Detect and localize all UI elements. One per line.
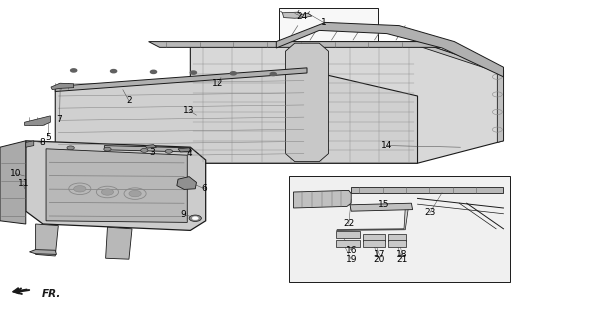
Polygon shape	[178, 148, 192, 152]
Text: 10: 10	[10, 169, 21, 178]
Circle shape	[141, 148, 148, 152]
Polygon shape	[279, 8, 378, 42]
Text: 16: 16	[346, 246, 357, 255]
Polygon shape	[36, 224, 58, 256]
Text: 18: 18	[397, 250, 408, 259]
Polygon shape	[190, 42, 503, 163]
Text: 21: 21	[397, 255, 408, 264]
Text: 19: 19	[346, 255, 357, 264]
Polygon shape	[26, 141, 206, 230]
Text: 14: 14	[381, 141, 392, 150]
Polygon shape	[413, 42, 503, 142]
Bar	[388, 234, 406, 241]
Polygon shape	[336, 208, 408, 230]
Text: 23: 23	[424, 208, 435, 217]
Text: 22: 22	[343, 220, 354, 228]
Polygon shape	[55, 70, 418, 163]
Text: 24: 24	[297, 12, 308, 21]
Circle shape	[192, 217, 198, 220]
Polygon shape	[55, 68, 307, 92]
Circle shape	[230, 72, 236, 75]
Text: 20: 20	[374, 255, 385, 264]
Polygon shape	[25, 116, 50, 125]
Polygon shape	[26, 141, 34, 147]
Circle shape	[150, 70, 157, 74]
Polygon shape	[149, 42, 442, 47]
Bar	[388, 240, 406, 247]
Polygon shape	[46, 149, 187, 222]
Polygon shape	[350, 203, 413, 211]
Text: 11: 11	[18, 180, 29, 188]
Polygon shape	[276, 22, 503, 77]
Circle shape	[190, 71, 196, 74]
Bar	[336, 231, 360, 238]
Circle shape	[165, 149, 173, 153]
Circle shape	[74, 186, 86, 192]
Text: 6: 6	[201, 184, 208, 193]
Circle shape	[111, 69, 117, 73]
Text: 4: 4	[186, 149, 192, 158]
Circle shape	[71, 69, 77, 72]
Polygon shape	[177, 177, 196, 189]
Text: 12: 12	[212, 79, 223, 88]
Bar	[363, 240, 385, 247]
Text: 17: 17	[374, 250, 385, 259]
Circle shape	[189, 215, 201, 221]
Polygon shape	[29, 250, 56, 254]
Bar	[363, 234, 385, 241]
Circle shape	[101, 189, 114, 195]
Polygon shape	[286, 43, 328, 162]
Circle shape	[104, 147, 111, 151]
Polygon shape	[51, 83, 74, 90]
Circle shape	[67, 146, 74, 150]
Text: 5: 5	[45, 133, 51, 142]
Polygon shape	[293, 190, 351, 208]
Text: 3: 3	[149, 148, 155, 157]
Polygon shape	[0, 141, 26, 224]
Circle shape	[270, 72, 276, 76]
Polygon shape	[289, 176, 510, 282]
Circle shape	[129, 190, 141, 197]
Text: 2: 2	[126, 96, 132, 105]
Polygon shape	[106, 227, 132, 259]
Polygon shape	[104, 146, 190, 152]
Polygon shape	[144, 145, 157, 148]
Text: 9: 9	[180, 210, 186, 219]
Polygon shape	[282, 12, 312, 18]
Bar	[336, 240, 360, 247]
Polygon shape	[351, 187, 503, 193]
Text: 1: 1	[321, 18, 327, 27]
Text: 8: 8	[39, 138, 45, 147]
Text: 7: 7	[56, 115, 63, 124]
Text: 13: 13	[184, 106, 195, 115]
Text: 15: 15	[378, 200, 389, 209]
Text: FR.: FR.	[42, 289, 61, 299]
